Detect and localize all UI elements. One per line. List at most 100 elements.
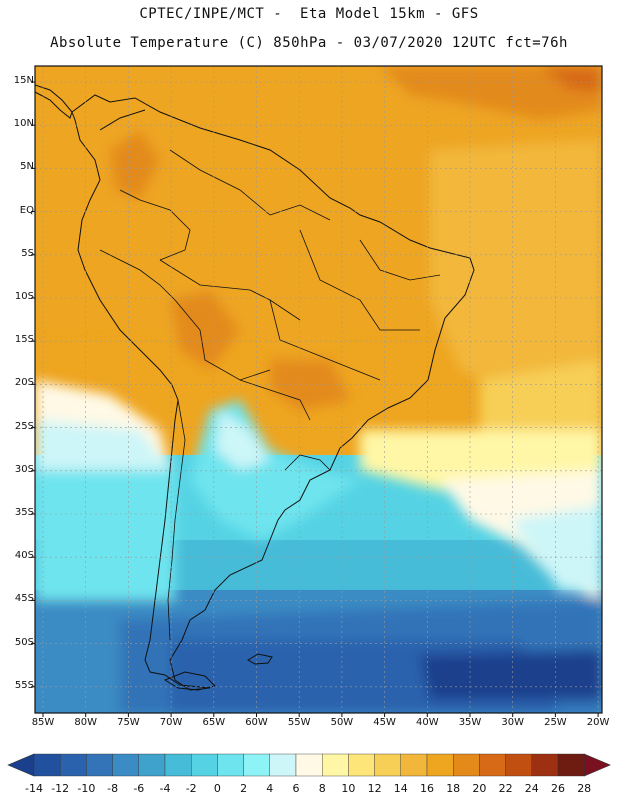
map-frame [34, 65, 603, 714]
border-chile-argentina [167, 399, 186, 641]
colorbar-tick-label: -4 [159, 782, 171, 795]
colorbar-tick-label: 12 [367, 782, 382, 795]
lat-label: 20S [14, 377, 34, 389]
map-title-line1: CPTEC/INPE/MCT - Eta Model 15km - GFS [139, 6, 479, 22]
lat-label: 10N [13, 118, 34, 130]
border-brazil-west [159, 259, 301, 321]
colorbar-swatch [374, 753, 402, 777]
central-america [35, 84, 73, 119]
lat-label: 55S [14, 679, 34, 691]
colorbar-swatch [348, 753, 375, 777]
colorbar-swatch [190, 753, 218, 777]
field-paraguay [270, 360, 350, 410]
field-andes-colombia [110, 130, 160, 200]
lon-label: 40W [415, 717, 439, 728]
lon-label: 50W [330, 717, 354, 728]
colorbar-tick-label: 16 [420, 782, 434, 795]
colorbar-swatch [479, 753, 506, 777]
colorbar-tick-label: 8 [318, 782, 326, 795]
lat-label: 30S [14, 463, 34, 475]
border-peru [99, 249, 176, 301]
colorbar-tick-label: 2 [240, 782, 248, 795]
colorbar-swatch [531, 753, 559, 777]
field-cyan-pacific [35, 470, 175, 600]
tierra-del-fuego [163, 671, 216, 691]
lat-label: 10S [14, 291, 34, 302]
colorbar-tick-label: 10 [341, 782, 356, 795]
lat-label: 15S [14, 334, 34, 346]
colorbar-swatch [557, 753, 585, 777]
lon-label: 65W [202, 717, 226, 728]
coastline [35, 84, 475, 691]
map-title-line2: Absolute Temperature (C) 850hPa - 03/07/… [50, 35, 568, 51]
field-hot-ne [380, 66, 602, 120]
lon-label: 30W [501, 717, 524, 728]
border-venezuela [169, 149, 271, 216]
colorbar-tick-label: 0 [213, 782, 221, 795]
colorbar-tick-label: -10 [77, 782, 96, 795]
border-brazil-states2 [269, 299, 381, 381]
field-yellow-east [430, 140, 602, 395]
colorbar-swatch [295, 753, 323, 777]
border-colombia [119, 189, 191, 261]
colorbar-swatch [138, 753, 166, 777]
lat-label: 15N [13, 75, 34, 86]
lon-label: 60W [245, 717, 268, 728]
colorbar-tick-label: 24 [524, 782, 539, 795]
caribbean-coast [99, 109, 146, 131]
colorbar-tick-label: -12 [51, 782, 70, 795]
colorbar-tick-label: -6 [133, 782, 145, 795]
country-borders [99, 149, 441, 641]
lat-label: EQ [19, 204, 34, 216]
colorbar-left-arrow [7, 753, 35, 777]
colorbar-swatch [269, 753, 297, 777]
field-coldcore [420, 650, 602, 700]
south-america-coast [71, 94, 475, 691]
lat-label: 5S [21, 247, 34, 259]
lat-label: 40S [14, 550, 34, 562]
border-brazil-states [299, 229, 420, 331]
colorbar-tick-label: 4 [266, 782, 274, 795]
axis-ticks [31, 81, 599, 717]
colorbar-tick-label: -2 [185, 782, 197, 795]
colorbar-swatch [243, 753, 271, 777]
colorbar-swatch [217, 753, 244, 777]
colorbar [7, 753, 611, 777]
lat-label: 45S [14, 593, 34, 605]
colorbar-tick-label: 26 [551, 782, 565, 795]
lon-label: 55W [287, 717, 311, 728]
field-bolivia [170, 290, 240, 370]
colorbar-swatch [112, 753, 139, 777]
colorbar-tick-label: -8 [107, 782, 119, 795]
colorbar-swatch [60, 753, 87, 777]
colorbar-swatch [33, 753, 61, 777]
field-pale-andes [215, 410, 270, 470]
colorbar-tick-label: 14 [393, 782, 408, 795]
lon-label: 70W [159, 717, 183, 728]
colorbar-tick-label: 28 [577, 782, 592, 795]
colorbar-tick-label: 22 [498, 782, 513, 795]
colorbar-swatch [86, 753, 113, 777]
border-paraguay [239, 379, 311, 421]
colorbar-swatch [505, 753, 533, 777]
colorbar-right-arrow [583, 753, 611, 777]
border-uruguay [284, 454, 331, 471]
lon-label: 85W [31, 717, 55, 728]
lon-label: 20W [586, 717, 610, 728]
lat-label: 35S [14, 507, 34, 518]
lon-label: 35W [458, 717, 482, 728]
colorbar-swatch [164, 753, 192, 777]
colorbar-tick-label: 20 [472, 782, 487, 795]
lon-label: 80W [74, 717, 97, 728]
lat-label: 5N [20, 161, 34, 173]
colorbar-swatch [426, 753, 454, 777]
lon-label: 75W [117, 717, 140, 728]
colorbar-tick-label: -14 [25, 782, 43, 795]
colorbar-swatch [453, 753, 480, 777]
lon-label: 45W [373, 717, 396, 728]
lat-label: 50S [14, 636, 34, 648]
colorbar-tick-label: 18 [446, 782, 461, 795]
lat-label: 25S [14, 420, 34, 432]
